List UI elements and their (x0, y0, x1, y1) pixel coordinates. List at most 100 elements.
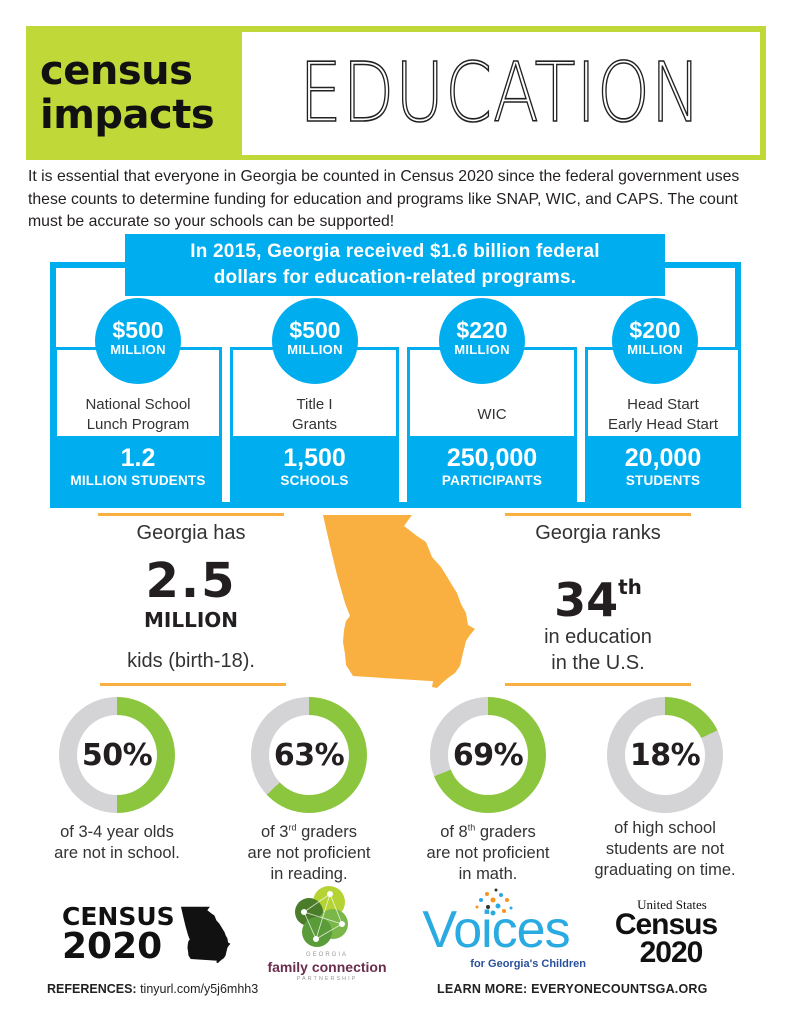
rank-outro: in education in the U.S. (505, 624, 691, 676)
voices-logo: Voices for Georgia's Children (416, 884, 586, 974)
georgia-map-icon (323, 515, 475, 688)
card-divider (576, 438, 585, 502)
stat-text: graders (296, 823, 358, 841)
dots-burst-icon (475, 888, 513, 916)
amount-value: $500 (289, 317, 341, 343)
funding-title-line: In 2015, Georgia received $1.6 billion f… (190, 241, 600, 262)
stat-text: of high school (614, 819, 716, 837)
amount-value: $200 (629, 317, 681, 343)
amount-badge: $500 MILLION (272, 298, 358, 384)
program-count: 20,000 STUDENTS (585, 436, 741, 502)
stat-text: of 8 (440, 823, 468, 841)
kids-intro: Georgia has (136, 522, 246, 544)
donut-chart-63: 63% (251, 697, 367, 813)
program-label-line: WIC (477, 406, 507, 423)
amount-badge: $200 MILLION (612, 298, 698, 384)
stat-caption-line: of 8th graders (393, 822, 583, 843)
card-divider (221, 438, 230, 502)
georgia-silhouette-icon (180, 906, 231, 963)
stat-caption-line: in reading. (270, 865, 348, 883)
stat-caption: of 3-4 year olds are not in school. (22, 822, 212, 864)
program-count-unit: PARTICIPANTS (441, 473, 543, 488)
amount-unit: MILLION (627, 342, 683, 357)
stat-caption-line: in math. (458, 865, 518, 883)
logo-text: PARTNERSHIP (296, 976, 358, 982)
donut-chart-69: 69% (430, 697, 546, 813)
rank-suffix: th (618, 575, 642, 599)
stat-caption: of 8th graders are not proficient in mat… (393, 822, 583, 885)
donut-chart-50: 50% (59, 697, 175, 813)
program-count-unit: MILLION STUDENTS (70, 473, 206, 488)
rank-outro-line: in the U.S. (551, 652, 645, 674)
program-count-unit: STUDENTS (625, 473, 701, 488)
program-label-line: Early Head Start (607, 416, 719, 433)
amount-value: $220 (456, 317, 508, 343)
references-label: REFERENCES: (47, 982, 137, 996)
donut-percent: 69% (452, 737, 524, 773)
stat-caption-line: are not proficient (247, 844, 371, 862)
program-count-number: 1,500 (283, 444, 346, 472)
us-census-logo: United States Census 2020 (606, 898, 726, 970)
program-count-number: 1.2 (120, 444, 156, 472)
program-count: 1,500 SCHOOLS (230, 436, 399, 502)
stat-caption-line: of 3rd graders (214, 822, 404, 843)
stat-caption-line: students are not (605, 840, 725, 858)
kids-number: 2.5 (145, 553, 237, 609)
logo-text: Voices (422, 901, 570, 959)
logo-text: family connection (267, 959, 387, 975)
donut-percent: 18% (629, 737, 701, 773)
donut-chart-18: 18% (607, 697, 723, 813)
program-label: Head Start Early Head Start (588, 395, 738, 435)
divider-rule (505, 513, 691, 516)
program-count: 250,000 PARTICIPANTS (407, 436, 577, 502)
logo-text: CENSUS (62, 902, 175, 931)
divider-rule (100, 683, 286, 686)
amount-unit: MILLION (287, 342, 343, 357)
rank-number: 34th (505, 562, 691, 625)
header-title-box: EDUCATION (242, 32, 760, 155)
stat-text: graders (475, 823, 536, 841)
kids-unit: MILLION (143, 608, 238, 632)
logo-text: for Georgia's Children (470, 958, 586, 970)
amount-value: $500 (112, 317, 164, 343)
logo-text: 2020 (62, 926, 163, 967)
amount-unit: MILLION (110, 342, 166, 357)
program-label-line: National School (85, 396, 191, 413)
rank-outro-line: in education (544, 626, 652, 648)
logo-text: Census (614, 908, 718, 941)
stat-caption-line: graduating on time. (594, 861, 736, 879)
header-line-census: census (40, 48, 193, 94)
logo-text: 2020 (639, 936, 704, 969)
donut-hole: 63% (269, 715, 349, 795)
header-line-impacts: impacts (40, 92, 215, 138)
stat-text: of 3 (260, 823, 289, 841)
page-title: EDUCATION (299, 45, 703, 142)
program-label-line: Lunch Program (86, 416, 190, 433)
network-circles-icon (295, 886, 348, 947)
program-count-unit: SCHOOLS (280, 473, 349, 488)
program-label-line: Head Start (627, 396, 699, 413)
header-banner: census impacts EDUCATION (26, 26, 766, 160)
program-label: WIC (410, 405, 574, 425)
donut-hole: 50% (77, 715, 157, 795)
kids-outro: kids (birth-18). (127, 650, 255, 672)
stat-caption: of high school students are not graduati… (570, 818, 760, 881)
donut-percent: 63% (273, 737, 345, 773)
program-label: Title I Grants (233, 395, 396, 435)
amount-unit: MILLION (454, 342, 510, 357)
donut-hole: 69% (448, 715, 528, 795)
stat-text: of 3-4 year olds (60, 823, 174, 841)
census-georgia-logo: CENSUS 2020 (62, 902, 232, 967)
header-subtitle: census impacts (26, 26, 242, 160)
references: REFERENCES: tinyurl.com/y5j6mhh3 (47, 982, 258, 996)
learn-more-link[interactable]: LEARN MORE: EVERYONECOUNTSGA.ORG (437, 982, 708, 996)
funding-title: In 2015, Georgia received $1.6 billion f… (125, 234, 665, 296)
amount-badge: $500 MILLION (95, 298, 181, 384)
stat-caption-line: are not in school. (54, 844, 180, 862)
amount-badge: $220 MILLION (439, 298, 525, 384)
donut-percent: 50% (81, 737, 153, 773)
divider-rule (98, 513, 284, 516)
program-card-wic: WIC 250,000 PARTICIPANTS (407, 347, 577, 502)
funding-title-line: dollars for education-related programs. (213, 267, 577, 288)
references-link[interactable]: tinyurl.com/y5j6mhh3 (140, 982, 259, 996)
